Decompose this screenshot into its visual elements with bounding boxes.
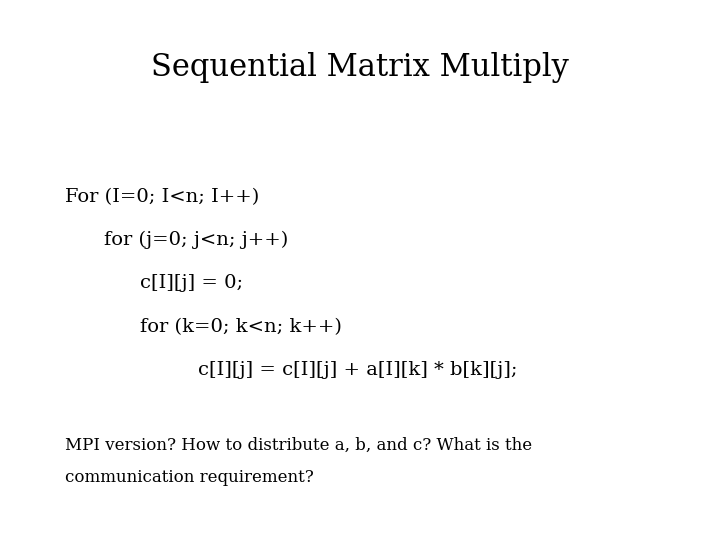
Text: for (j=0; j<n; j++): for (j=0; j<n; j++): [104, 231, 289, 249]
Text: for (k=0; k<n; k++): for (k=0; k<n; k++): [140, 318, 342, 336]
Text: MPI version? How to distribute a, b, and c? What is the: MPI version? How to distribute a, b, and…: [65, 437, 532, 454]
Text: c[I][j] = c[I][j] + a[I][k] * b[k][j];: c[I][j] = c[I][j] + a[I][k] * b[k][j];: [198, 361, 518, 379]
Text: For (I=0; I<n; I++): For (I=0; I<n; I++): [65, 188, 259, 206]
Text: c[I][j] = 0;: c[I][j] = 0;: [140, 274, 243, 293]
Text: communication requirement?: communication requirement?: [65, 469, 313, 487]
Text: Sequential Matrix Multiply: Sequential Matrix Multiply: [151, 52, 569, 83]
